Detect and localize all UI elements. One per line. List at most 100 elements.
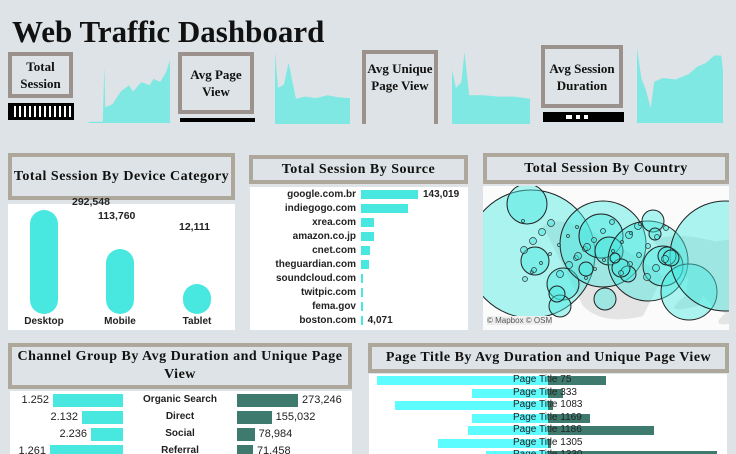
- country-bubble: [548, 294, 572, 318]
- country-bubble: [556, 270, 564, 278]
- pagetitle-views-bar: [548, 413, 590, 423]
- source-value: 4,071: [367, 315, 393, 326]
- country-bubble: [643, 273, 651, 281]
- country-bubble: [609, 252, 621, 264]
- country-bubble: [531, 267, 537, 273]
- country-bubble: [611, 249, 615, 253]
- pagetitle-duration-bar: [395, 401, 548, 410]
- channel-views: 78,984: [258, 428, 293, 440]
- source-value: 143,019: [423, 189, 460, 200]
- sparkline-area: [88, 60, 170, 123]
- source-label: twitpic.com: [300, 287, 356, 298]
- country-bubble: [669, 200, 736, 312]
- pagetitle-duration-bar: [377, 376, 548, 385]
- country-bubble: [548, 252, 552, 256]
- device-chart: 292,548 Desktop 113,760 Mobile 12,111 Tablet: [8, 196, 235, 330]
- pagetitle-label: Page Title 1083: [513, 399, 583, 410]
- pagetitle-duration-bar: [472, 413, 548, 423]
- device-value: 12,111: [179, 221, 210, 233]
- channel-duration-bar: [53, 394, 123, 407]
- channel-duration-bar: [50, 445, 123, 454]
- country-bubble: [566, 234, 570, 238]
- source-bar: [361, 204, 409, 213]
- channel-views: 71,458: [256, 445, 291, 454]
- country-bubble: [660, 263, 718, 321]
- source-header: Total Session By Source: [249, 155, 468, 184]
- country-bubble: [578, 261, 594, 277]
- pagetitle-views-bar: [548, 388, 563, 398]
- country-bubble: [652, 264, 660, 272]
- pagetitle-views-bar: [548, 451, 717, 454]
- source-bar: [361, 246, 370, 255]
- country-bubble: [641, 209, 665, 233]
- channel-label: Organic Search: [143, 394, 217, 405]
- country-bubble: [602, 258, 606, 262]
- country-bubble: [557, 243, 561, 247]
- country-bubble-map[interactable]: [466, 183, 736, 349]
- sparkline-area: [452, 52, 530, 124]
- source-bar: [361, 302, 363, 311]
- country-bubble: [574, 252, 582, 260]
- dashboard-title: Web Traffic Dashboard: [12, 14, 325, 49]
- kpi-avg-unique-page-view: Avg Unique Page View: [362, 50, 438, 124]
- map-attribution: © Mapbox © OSM: [487, 316, 553, 325]
- kpi-avg-session-duration: Avg Session Duration: [541, 45, 623, 108]
- source-bar: [361, 218, 375, 227]
- land-shape: [543, 221, 663, 320]
- country-header: Total Session By Country: [483, 153, 729, 184]
- pagetitle-label: Page Title 1305: [513, 436, 583, 448]
- source-label: soundcloud.com: [276, 273, 356, 284]
- country-bubble: [638, 222, 642, 226]
- sparkline-area: [275, 52, 350, 124]
- source-bar: [361, 260, 369, 269]
- device-bar: [106, 249, 134, 314]
- channel-duration-bar: [82, 411, 123, 424]
- source-label: google.com.br: [287, 189, 356, 200]
- country-bubble: [645, 243, 651, 249]
- country-bubble: [636, 252, 642, 258]
- source-bar: [361, 190, 418, 199]
- country-bubble: [583, 243, 591, 251]
- kpi-total-session: Total Session: [8, 52, 73, 98]
- kpi-avg-page-view: Avg Page View: [178, 52, 254, 114]
- country-bubble: [609, 219, 615, 225]
- source-chart: google.com.br 143,019 indiegogo.com xrea.co…: [250, 187, 468, 330]
- source-label: indiegogo.com: [284, 203, 356, 214]
- country-bubble: [591, 237, 597, 243]
- pagetitle-label: Page Title 1186: [513, 424, 582, 435]
- kpi-label: Avg Session Duration: [549, 60, 615, 93]
- country-bubble: [575, 225, 579, 229]
- country-bubble: [529, 237, 537, 245]
- channel-views-bar: [237, 411, 272, 424]
- source-bar: [361, 274, 364, 283]
- pagetitle-header: Page Title By Avg Duration and Unique Pa…: [368, 343, 729, 373]
- source-bar: [361, 232, 375, 241]
- device-bar: [30, 210, 58, 314]
- channel-views-bar: [237, 445, 253, 454]
- source-label: amazon.co.jp: [292, 231, 356, 242]
- country-bubble: [565, 261, 573, 269]
- device-value: 292,548: [72, 196, 110, 208]
- kpi-label: Avg Page View: [190, 67, 242, 99]
- source-label: xrea.com: [312, 217, 356, 228]
- source-bar: [361, 316, 363, 325]
- pagetitle-views-bar: [548, 438, 551, 448]
- country-bubble: [593, 287, 617, 311]
- kpi-label: Total Session: [20, 59, 61, 91]
- pagetitle-views-bar: [548, 401, 553, 410]
- pagetitle-duration-bar: [472, 388, 548, 398]
- country-bubble: [627, 261, 633, 267]
- device-header: Total Session By Device Category: [8, 153, 235, 200]
- country-bubble: [663, 225, 669, 231]
- pagetitle-views-bar: [548, 376, 606, 385]
- pagetitle-label: Page Title 75: [513, 374, 572, 385]
- channel-duration: 2.132: [50, 411, 78, 423]
- source-label: boston.com: [299, 315, 356, 326]
- pagetitle-duration-bar: [468, 426, 548, 435]
- panel-title: Channel Group By Avg Duration and Unique…: [17, 349, 343, 382]
- panel-title: Total Session By Country: [524, 160, 688, 176]
- country-map[interactable]: © Mapbox © OSM: [466, 183, 736, 349]
- channel-label: Referral: [161, 445, 199, 454]
- pagetitle-chart: Page Title 75 Page Title 333 Page Title 10…: [369, 374, 727, 454]
- country-bubble: [600, 228, 606, 234]
